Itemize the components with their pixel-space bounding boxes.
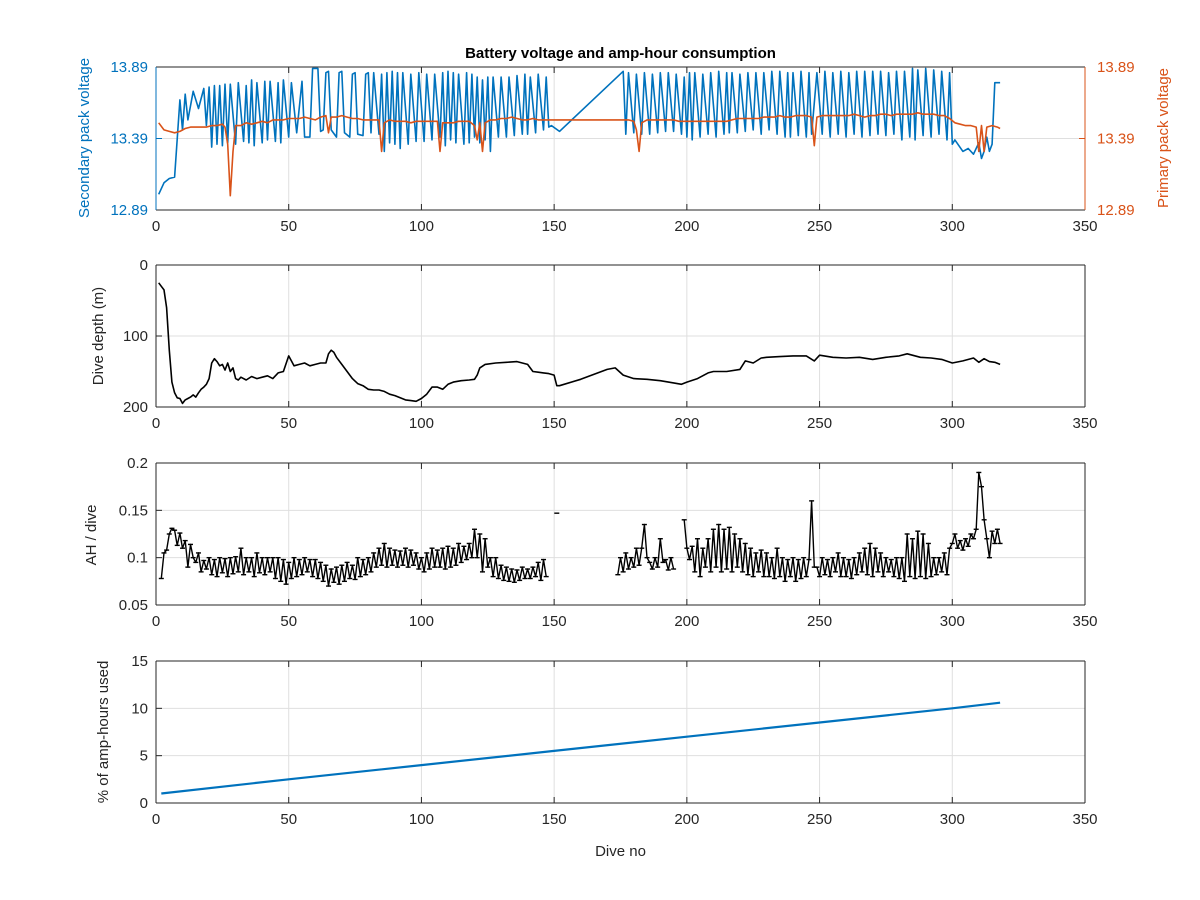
ah-plot: 0 50 100 150 200 250 300 350 0.05 0.1 0.15 0.2	[119, 455, 1098, 630]
percent-x-tick-label: 0	[152, 811, 160, 828]
percent-x-tick-label: 200	[674, 811, 699, 828]
percent-plot-area	[156, 661, 1085, 803]
ah-x-tick-label: 100	[409, 613, 434, 630]
depth-x-tick-label: 350	[1072, 415, 1097, 432]
ah-x-tick-label: 200	[674, 613, 699, 630]
amp-hours-used-line	[161, 701, 1001, 795]
voltage-left-axis-label: Secondary pack voltage	[76, 58, 93, 218]
percent-x-tick-label: 50	[280, 811, 297, 828]
percent-x-tick-label: 100	[409, 811, 434, 828]
x-axis-label: Dive no	[595, 843, 646, 860]
depth-x-tick-label: 200	[674, 415, 699, 432]
dive-depth-line	[158, 282, 1001, 405]
voltage-x-tick-label: 300	[940, 218, 965, 235]
ah-per-dive-line	[160, 527, 547, 587]
percent-y-tick-label: 5	[140, 748, 148, 765]
secondary-voltage-line	[157, 67, 1001, 195]
voltage-x-tick-label: 100	[409, 218, 434, 235]
depth-x-tick-label: 250	[807, 415, 832, 432]
ah-x-tick-label: 50	[280, 613, 297, 630]
ah-y-tick-label: 0.05	[119, 597, 148, 614]
depth-y-tick-label: 0	[140, 257, 148, 274]
percent-y-tick-label: 0	[140, 795, 148, 812]
percent-plot: 0 50 100 150 200 250 300 350 0 5 10 15	[131, 653, 1097, 828]
voltage-y-tick-label: 13.39	[110, 131, 148, 148]
voltage-x-tick-label: 200	[674, 218, 699, 235]
ah-x-tick-label: 150	[542, 613, 567, 630]
voltage-x-tick-label: 350	[1072, 218, 1097, 235]
percent-x-tick-label: 250	[807, 811, 832, 828]
depth-axis-label: Dive depth (m)	[90, 287, 107, 385]
voltage-x-tick-label: 0	[152, 218, 160, 235]
percent-x-tick-label: 150	[542, 811, 567, 828]
percent-x-tick-label: 350	[1072, 811, 1097, 828]
ah-per-dive-line	[683, 471, 1001, 582]
voltage-y-tick-label: 12.89	[110, 202, 148, 219]
ah-x-tick-label: 300	[940, 613, 965, 630]
ah-y-tick-label: 0.15	[119, 502, 148, 519]
ah-plot-area	[156, 463, 1085, 605]
depth-y-tick-label: 100	[123, 328, 148, 345]
percent-axis-label: % of amp-hours used	[95, 661, 112, 804]
depth-x-tick-label: 150	[542, 415, 567, 432]
voltage-y2-tick-label: 13.39	[1097, 131, 1135, 148]
voltage-x-tick-label: 50	[280, 218, 297, 235]
ah-x-tick-label: 0	[152, 613, 160, 630]
voltage-y-tick-label: 13.89	[110, 59, 148, 76]
ah-per-dive-line	[617, 523, 675, 575]
depth-x-tick-label: 0	[152, 415, 160, 432]
voltage-x-tick-label: 250	[807, 218, 832, 235]
ah-y-tick-label: 0.1	[127, 550, 148, 567]
percent-y-tick-label: 15	[131, 653, 148, 670]
voltage-plot: 0 50 100 150 200 250 300 35012.8913.3913.8912.8…	[110, 59, 1134, 235]
depth-x-tick-label: 50	[280, 415, 297, 432]
depth-y-tick-label: 200	[123, 399, 148, 416]
depth-x-tick-label: 100	[409, 415, 434, 432]
percent-y-tick-label: 10	[131, 700, 148, 717]
ah-y-tick-label: 0.2	[127, 455, 148, 472]
percent-x-tick-label: 300	[940, 811, 965, 828]
ah-x-tick-label: 350	[1072, 613, 1097, 630]
voltage-y2-tick-label: 12.89	[1097, 202, 1135, 219]
figure-title: Battery voltage and amp-hour consumption	[465, 45, 776, 62]
depth-plot: 0 50 100 150 200 250 300 350 0 100 200	[123, 257, 1098, 432]
primary-voltage-line	[158, 112, 1001, 197]
voltage-y2-tick-label: 13.89	[1097, 59, 1135, 76]
voltage-x-tick-label: 150	[542, 218, 567, 235]
ah-axis-label: AH / dive	[83, 505, 100, 566]
ah-x-tick-label: 250	[807, 613, 832, 630]
depth-x-tick-label: 300	[940, 415, 965, 432]
voltage-right-axis-label: Primary pack voltage	[1155, 68, 1172, 208]
